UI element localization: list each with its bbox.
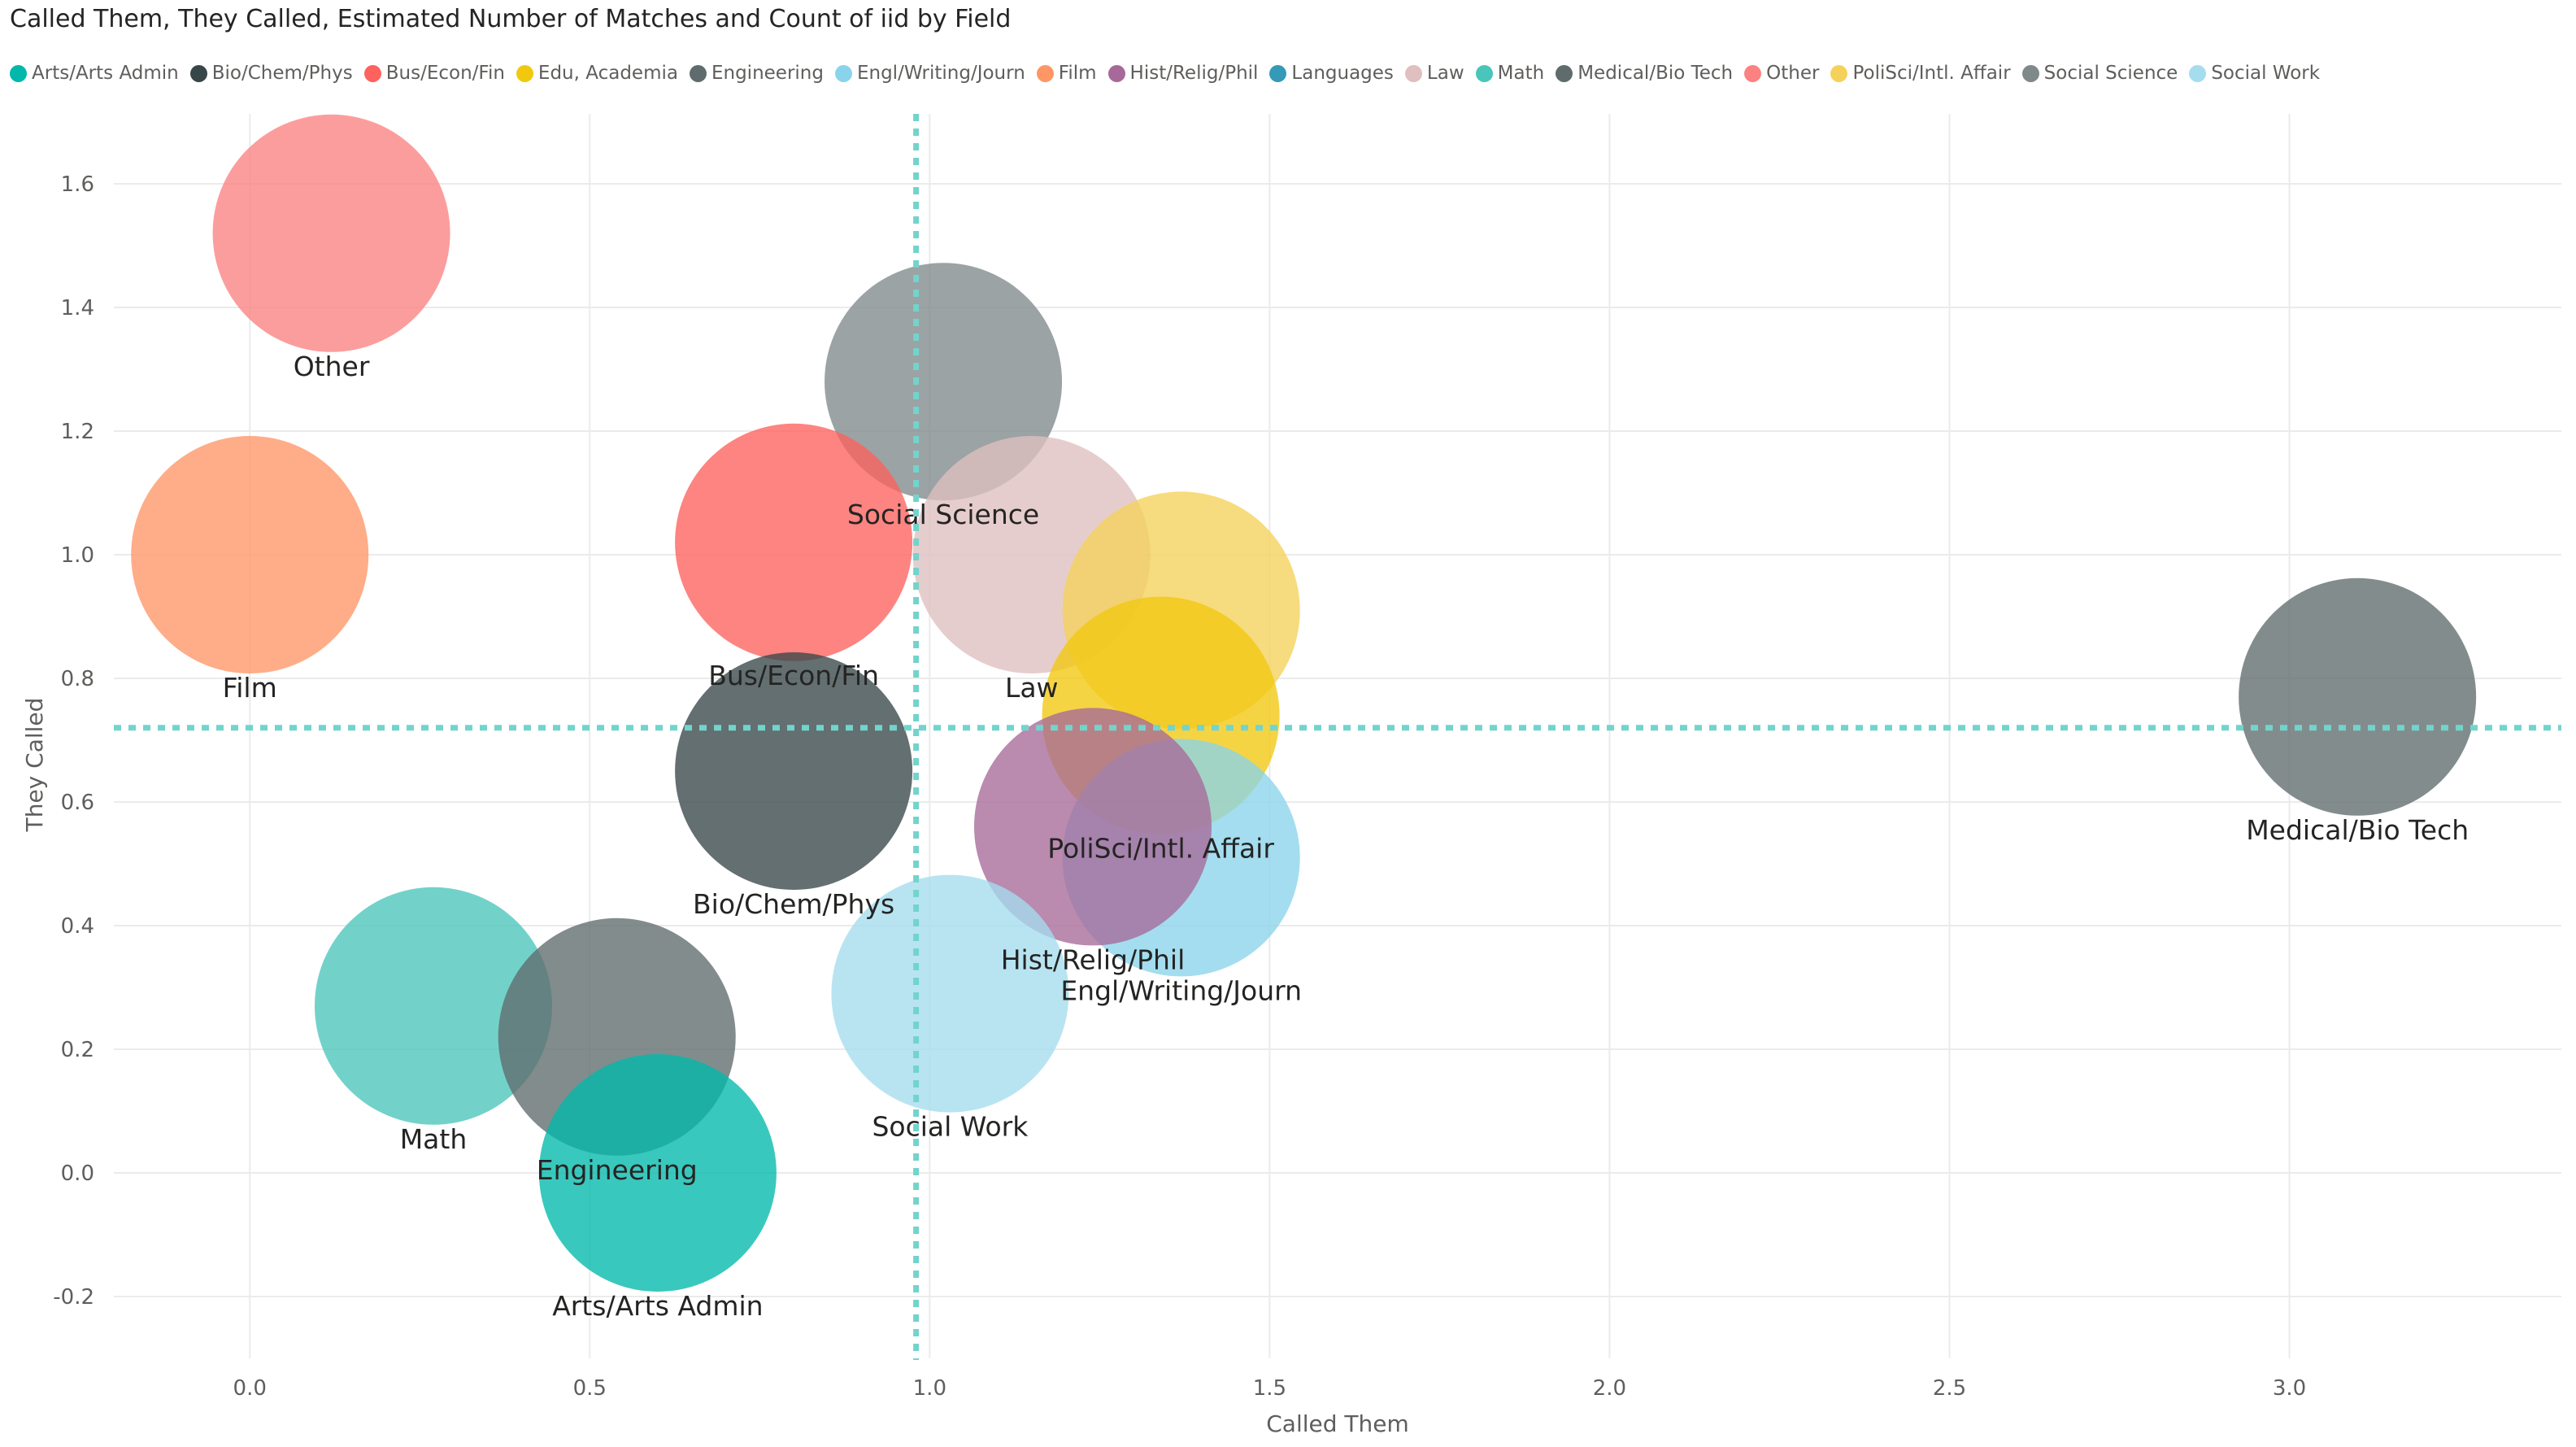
legend-label: Arts/Arts Admin (32, 63, 179, 84)
x-tick-label: 0.0 (233, 1376, 267, 1401)
legend-marker (363, 64, 381, 82)
chart-title: Called Them, They Called, Estimated Numb… (10, 5, 1012, 33)
bubble-math[interactable] (314, 887, 552, 1125)
bubble-label-engineering: Engineering (537, 1154, 698, 1186)
bubble-layer (131, 114, 2477, 1292)
legend-item-hist-relig-phil[interactable]: Hist/Relig/Phil (1107, 63, 1259, 84)
y-tick-label: 1.0 (61, 543, 94, 568)
legend-item-engineering[interactable]: Engineering (689, 63, 824, 84)
legend-item-other[interactable]: Other (1744, 63, 1819, 84)
legend-marker (1269, 64, 1287, 82)
legend-label: Hist/Relig/Phil (1129, 63, 1259, 84)
legend-item-film[interactable]: Film (1036, 63, 1097, 84)
bubble-label-bus-econ-fin: Bus/Econ/Fin (708, 660, 879, 691)
legend-marker (689, 64, 707, 82)
x-tick-label: 2.0 (1593, 1376, 1626, 1401)
bubble-label-social-work: Social Work (872, 1111, 1029, 1143)
x-tick-label: 2.5 (1933, 1376, 1966, 1401)
bubble-bus-econ-fin[interactable] (675, 423, 913, 661)
legend-label: Bus/Econ/Fin (385, 63, 505, 84)
legend-label: Edu, Academia (537, 63, 678, 84)
label-layer: Other Film Social Science Law Bus/Econ/Fin Po… (114, 114, 2561, 1360)
y-tick-label: 0.8 (61, 667, 94, 691)
y-tick-label: 1.4 (61, 296, 94, 320)
legend-item-arts-arts-admin[interactable]: Arts/Arts Admin (10, 63, 179, 84)
legend-marker (1404, 64, 1422, 82)
bubble-label-bio-chem-phys: Bio/Chem/Phys (693, 888, 894, 920)
bubble-hist-relig-phil[interactable] (974, 708, 1212, 946)
legend-label: Medical/Bio Tech (1577, 63, 1734, 84)
legend-marker (1744, 64, 1762, 82)
bubble-arts-arts-admin[interactable] (538, 1054, 777, 1292)
y-tick-label: 0.0 (61, 1162, 94, 1186)
y-axis-title: They Called (21, 698, 48, 833)
bubble-label-edu-academia: PoliSci/Intl. Affair (1047, 833, 1274, 865)
legend-label: Other (1766, 63, 1820, 84)
legend-label: PoliSci/Intl. Affair (1852, 63, 2011, 84)
legend: Arts/Arts Admin Bio/Chem/Phys Bus/Econ/Fin… (10, 59, 2331, 88)
grid-layer (114, 114, 2561, 1358)
legend-item-math[interactable]: Math (1475, 63, 1545, 84)
legend-marker (189, 64, 207, 82)
y-tick-label: 1.6 (61, 172, 94, 197)
tick-layer: 0.0 0.5 1.0 1.5 2.0 2.5 3.0 -0.2 0.0 0.2 0.4 0.6 0.8… (53, 172, 2306, 1401)
x-tick-label: 1.0 (913, 1376, 946, 1401)
bubble-label-hist-relig-phil: Hist/Relig/Phil (1001, 944, 1186, 975)
bubble-medical-bio-tech[interactable] (2239, 577, 2477, 816)
legend-label: Law (1426, 63, 1464, 84)
legend-label: Engineering (711, 63, 824, 84)
legend-label: Languages (1291, 63, 1394, 84)
legend-marker (1830, 64, 1848, 82)
bubble-bio-chem-phys[interactable] (675, 652, 913, 890)
bubble-label-other: Other (294, 351, 370, 382)
bubble-label-engl-writing-journ: Engl/Writing/Journ (1060, 974, 1302, 1006)
legend-item-edu-academia[interactable]: Edu, Academia (516, 63, 678, 84)
x-tick-label: 3.0 (2273, 1376, 2306, 1401)
legend-marker (1107, 64, 1125, 82)
y-tick-label: 0.2 (61, 1038, 94, 1062)
legend-item-polisci-intl-affair[interactable]: PoliSci/Intl. Affair (1830, 63, 2011, 84)
legend-label: Social Science (2043, 63, 2178, 84)
legend-marker (1036, 64, 1054, 82)
legend-item-law[interactable]: Law (1404, 63, 1464, 84)
legend-item-engl-writing-journ[interactable]: Engl/Writing/Journ (834, 63, 1025, 84)
x-axis-title: Called Them (1266, 1410, 1409, 1437)
legend-label: Math (1497, 63, 1545, 84)
bubble-social-work[interactable] (831, 874, 1069, 1113)
legend-marker (2021, 64, 2039, 82)
legend-item-bus-econ-fin[interactable]: Bus/Econ/Fin (363, 63, 505, 84)
bubble-label-arts-arts-admin: Arts/Arts Admin (552, 1290, 763, 1322)
bubble-label-medical-bio-tech: Medical/Bio Tech (2246, 814, 2469, 846)
legend-item-bio-chem-phys[interactable]: Bio/Chem/Phys (189, 63, 353, 84)
legend-item-medical-bio-tech[interactable]: Medical/Bio Tech (1556, 63, 1733, 84)
legend-item-social-science[interactable]: Social Science (2021, 63, 2178, 84)
x-tick-label: 0.5 (573, 1376, 607, 1401)
legend-marker (1556, 64, 1573, 82)
bubble-label-math: Math (400, 1123, 468, 1155)
bubble-other[interactable] (212, 114, 450, 352)
legend-marker (1475, 64, 1493, 82)
legend-item-languages[interactable]: Languages (1269, 63, 1394, 84)
legend-marker (10, 64, 27, 82)
legend-label: Engl/Writing/Journ (856, 63, 1025, 84)
bubble-label-law: Law (1005, 672, 1059, 704)
y-tick-label: 1.2 (61, 420, 94, 444)
legend-item-social-work[interactable]: Social Work (2189, 63, 2320, 84)
bubble-film[interactable] (131, 436, 369, 673)
x-tick-label: 1.5 (1253, 1376, 1286, 1401)
legend-marker (834, 64, 852, 82)
legend-label: Film (1058, 63, 1097, 84)
legend-label: Bio/Chem/Phys (211, 63, 353, 84)
y-tick-label: 0.6 (61, 791, 94, 815)
legend-marker (516, 64, 533, 82)
y-tick-label: -0.2 (53, 1285, 94, 1310)
y-tick-label: 0.4 (61, 914, 94, 939)
legend-marker (2189, 64, 2207, 82)
bubble-label-film: Film (223, 672, 277, 704)
bubble-label-social-science: Social Science (847, 499, 1039, 530)
legend-label: Social Work (2211, 63, 2321, 84)
